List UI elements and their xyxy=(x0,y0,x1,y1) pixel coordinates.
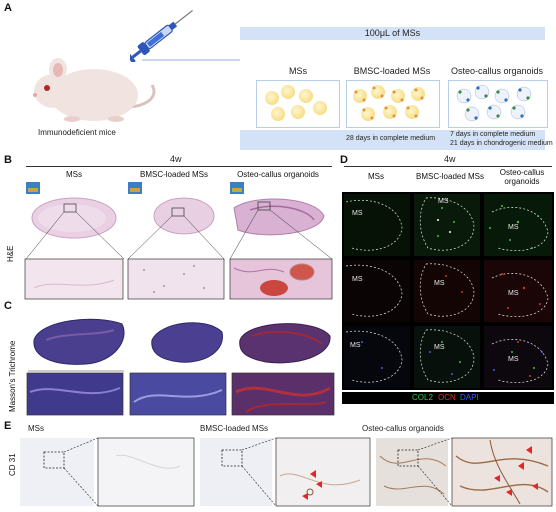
volume-band: 100μL of MSs xyxy=(240,27,545,40)
legend-col2: COL2 xyxy=(412,393,433,402)
d-col-osteo: Osteo-callus organoids xyxy=(499,168,545,186)
d-ms-tag-4: MS xyxy=(352,276,363,283)
culture-band xyxy=(240,130,545,150)
culture-osteo-2: 21 days in chondrogenic medium xyxy=(450,140,553,147)
panel-label-a: A xyxy=(4,2,12,14)
osteo-box xyxy=(448,80,548,128)
d-legend-bar xyxy=(342,392,554,404)
d-col-bmsc: BMSC-loaded MSs xyxy=(415,172,485,181)
microsphere-illustrations xyxy=(265,84,532,122)
d-ms-tag-6: MS xyxy=(508,290,519,297)
e-col-osteo: Osteo-callus organoids xyxy=(362,424,444,433)
b-time-line xyxy=(26,166,332,167)
e-col-mss: MSs xyxy=(28,424,44,433)
he-detail-images xyxy=(24,258,333,300)
cd31-images xyxy=(20,437,553,507)
fluorescence-images xyxy=(344,194,552,388)
mouse-caption: Immunodeficient mice xyxy=(38,128,116,137)
culture-bmsc: 28 days in complete medium xyxy=(346,135,436,142)
panel-label-e: E xyxy=(4,420,12,432)
d-time-line xyxy=(344,166,552,167)
bmsc-box xyxy=(346,80,440,128)
b-row-label: H&E xyxy=(6,245,15,262)
c-row-label: Masson's Trichrome xyxy=(8,340,17,412)
culture-osteo-1: 7 days in complete medium xyxy=(450,131,536,138)
d-ms-tag-5: MS xyxy=(434,280,445,287)
d-col-mss: MSs xyxy=(368,172,384,181)
d-ms-tag-9: MS xyxy=(508,356,519,363)
e-row-label: CD 31 xyxy=(8,453,17,476)
b-time-label: 4w xyxy=(170,154,182,164)
panel-label-b: B xyxy=(4,154,12,166)
b-col-osteo: Osteo-callus organoids xyxy=(237,170,319,179)
b-col-bmsc: BMSC-loaded MSs xyxy=(139,170,209,179)
mouse-illustration xyxy=(33,58,156,122)
masson-overview-images xyxy=(28,318,331,372)
legend-ocn: OCN xyxy=(438,393,456,402)
panel-label-d: D xyxy=(340,154,348,166)
d-ms-tag-2: MS xyxy=(438,198,449,205)
group-title-mss: MSs xyxy=(289,66,307,76)
panel-label-c: C xyxy=(4,300,12,312)
needle-pointer xyxy=(142,59,240,61)
mss-box xyxy=(256,80,340,128)
he-overview-images xyxy=(24,180,334,260)
group-title-bmsc: BMSC-loaded MSs xyxy=(353,66,431,76)
e-col-bmsc: BMSC-loaded MSs xyxy=(200,424,269,433)
d-ms-tag-8: MS xyxy=(434,344,445,351)
group-title-osteo: Osteo-callus organoids xyxy=(450,66,544,76)
d-ms-tag-7: MS xyxy=(350,342,361,349)
b-col-mss: MSs xyxy=(66,170,82,179)
syringe-icon xyxy=(130,9,193,62)
d-ms-tag-1: MS xyxy=(352,210,363,217)
legend-dapi: DAPI xyxy=(460,393,479,402)
d-time-label: 4w xyxy=(444,154,456,164)
masson-detail-images xyxy=(26,372,335,416)
d-ms-tag-3: MS xyxy=(508,224,519,231)
